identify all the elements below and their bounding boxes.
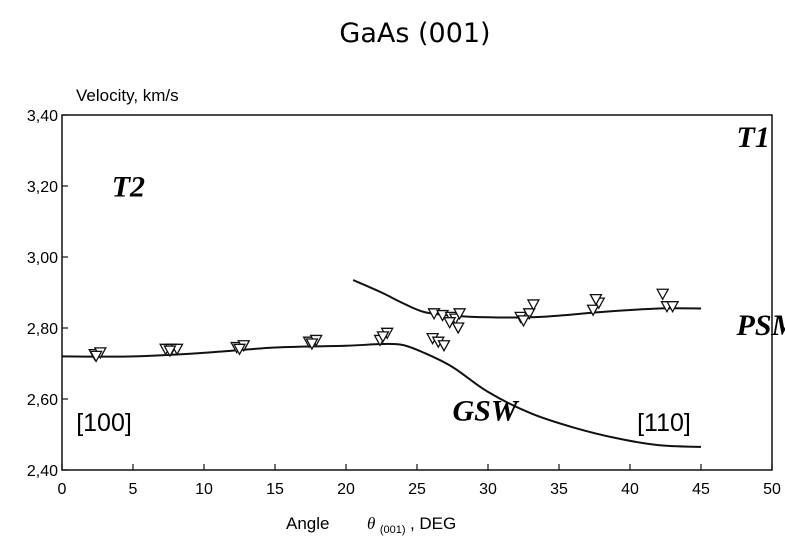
y-tick-label: 2,80	[27, 321, 58, 338]
data-point	[453, 308, 467, 321]
annotation-label: T2	[112, 171, 145, 204]
annotation-label: PSM	[736, 309, 785, 342]
y-tick-label: 3,40	[27, 108, 58, 125]
data-point	[89, 350, 103, 363]
data-point	[451, 322, 465, 335]
x-tick-label: 0	[58, 481, 67, 498]
annotation-label: [110]	[637, 409, 691, 437]
x-tick-label: 50	[763, 481, 781, 498]
y-tick-label: 3,20	[27, 179, 58, 196]
data-point	[376, 331, 390, 344]
x-axis-label: Angle θ (001) , DEG	[286, 514, 456, 537]
data-point	[526, 299, 541, 312]
data-point	[666, 301, 680, 314]
y-tick-label: 2,40	[27, 463, 58, 480]
data-point	[163, 345, 177, 358]
series-line	[352, 279, 702, 319]
data-point	[586, 304, 600, 317]
data-point	[232, 343, 247, 356]
data-point	[522, 308, 536, 321]
x-tick-label: 30	[479, 481, 497, 498]
x-tick-label: 10	[195, 481, 213, 498]
data-point	[437, 340, 451, 353]
annotation-label: [100]	[76, 409, 132, 437]
data-point	[516, 315, 531, 328]
x-tick-label: 45	[692, 481, 710, 498]
x-axis-label-subscript: (001)	[380, 524, 406, 536]
x-tick-label: 5	[129, 481, 138, 498]
x-axis-label-prefix: Angle	[286, 514, 329, 533]
data-point	[305, 338, 319, 351]
chart-title: GaAs (001)	[339, 18, 490, 49]
x-tick-label: 40	[621, 481, 639, 498]
series-line	[61, 342, 702, 448]
data-point	[589, 293, 603, 306]
y-tick-label: 2,60	[27, 392, 58, 409]
x-tick-label: 15	[266, 481, 284, 498]
x-axis-label-suffix: , DEG	[410, 514, 456, 533]
annotation-label: T1	[737, 121, 770, 154]
x-axis-label-symbol: θ	[367, 514, 375, 533]
x-tick-label: 20	[337, 481, 355, 498]
annotation-label: GSW	[453, 394, 520, 427]
data-point	[656, 288, 670, 301]
x-tick-label: 25	[408, 481, 426, 498]
x-tick-label: 35	[550, 481, 568, 498]
y-tick-label: 3,00	[27, 250, 58, 267]
y-axis-label: Velocity, km/s	[76, 86, 179, 105]
